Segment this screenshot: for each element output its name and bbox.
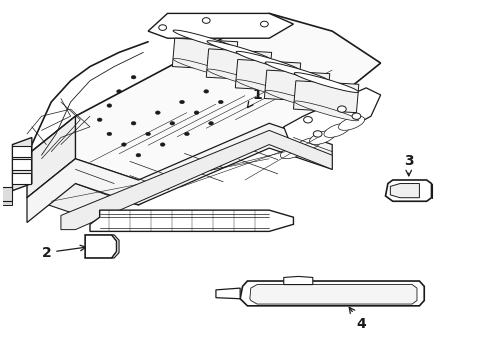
Circle shape [136, 153, 141, 157]
Polygon shape [27, 159, 138, 219]
Polygon shape [284, 276, 313, 284]
Polygon shape [216, 288, 240, 299]
Ellipse shape [295, 138, 321, 152]
Circle shape [194, 111, 199, 114]
Polygon shape [27, 123, 332, 222]
Polygon shape [27, 13, 381, 205]
Polygon shape [391, 184, 419, 198]
Ellipse shape [236, 51, 300, 71]
Circle shape [209, 122, 214, 125]
Bar [12, 173, 31, 184]
Circle shape [170, 122, 175, 125]
Ellipse shape [236, 80, 300, 100]
Polygon shape [386, 180, 432, 201]
Polygon shape [112, 235, 119, 258]
Circle shape [184, 132, 189, 136]
Circle shape [122, 143, 126, 146]
Polygon shape [250, 284, 417, 304]
Circle shape [313, 131, 322, 137]
Text: 1: 1 [247, 88, 262, 108]
Circle shape [202, 18, 210, 23]
Ellipse shape [173, 30, 238, 50]
Polygon shape [240, 281, 424, 306]
Circle shape [160, 143, 165, 146]
Circle shape [219, 100, 223, 104]
Polygon shape [284, 88, 381, 152]
Text: 3: 3 [404, 153, 414, 176]
Circle shape [261, 21, 268, 27]
Circle shape [107, 132, 112, 136]
Text: 2: 2 [42, 245, 86, 260]
Circle shape [338, 106, 346, 112]
Circle shape [131, 76, 136, 79]
Ellipse shape [280, 145, 307, 159]
Text: 4: 4 [349, 307, 366, 330]
Ellipse shape [294, 101, 359, 121]
Polygon shape [90, 210, 294, 231]
Circle shape [159, 25, 167, 31]
Circle shape [131, 122, 136, 125]
Polygon shape [27, 116, 75, 198]
Polygon shape [294, 81, 359, 113]
Circle shape [146, 132, 150, 136]
Bar [12, 146, 31, 157]
Ellipse shape [207, 69, 271, 89]
Circle shape [107, 104, 112, 107]
Ellipse shape [265, 62, 329, 82]
Polygon shape [0, 187, 12, 201]
Ellipse shape [207, 41, 271, 60]
Polygon shape [148, 13, 294, 38]
Circle shape [204, 90, 209, 93]
Circle shape [180, 100, 184, 104]
Ellipse shape [309, 130, 336, 144]
Polygon shape [206, 49, 271, 81]
Ellipse shape [173, 58, 238, 78]
Ellipse shape [324, 123, 350, 138]
Ellipse shape [265, 90, 329, 110]
Bar [12, 159, 31, 170]
Polygon shape [235, 59, 301, 91]
Polygon shape [172, 38, 238, 70]
Circle shape [117, 90, 122, 93]
Polygon shape [12, 138, 32, 191]
Ellipse shape [294, 73, 359, 93]
Polygon shape [0, 191, 12, 205]
Ellipse shape [339, 116, 365, 130]
Polygon shape [85, 235, 117, 258]
Circle shape [155, 111, 160, 114]
Circle shape [304, 117, 312, 123]
Circle shape [352, 113, 361, 120]
Polygon shape [265, 70, 330, 102]
Polygon shape [61, 130, 332, 230]
Circle shape [97, 118, 102, 122]
